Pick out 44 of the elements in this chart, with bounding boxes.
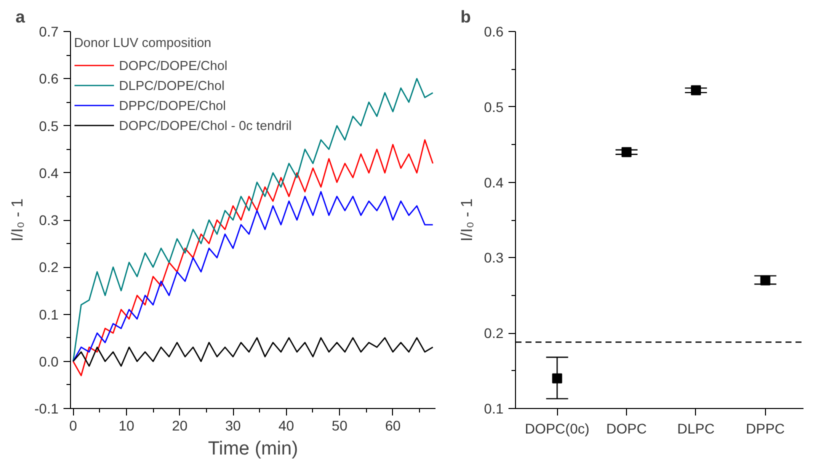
legend-label: DLPC/DOPE/Chol bbox=[119, 78, 224, 92]
y-tick-label: 0.1 bbox=[39, 306, 59, 322]
legend-label: DOPC/DOPE/Chol bbox=[119, 58, 228, 72]
y-tick-label: 0.6 bbox=[484, 24, 504, 40]
x-tick-label: DPPC bbox=[746, 420, 785, 436]
x-tick-label: 10 bbox=[118, 418, 134, 434]
point bbox=[760, 275, 770, 286]
y-tick-label: 0.2 bbox=[484, 325, 504, 342]
y-tick-label: 0.3 bbox=[39, 212, 59, 228]
x-tick-label: 40 bbox=[278, 418, 294, 434]
legend-title: Donor LUV composition bbox=[74, 35, 212, 50]
x-tick-label: 20 bbox=[172, 418, 188, 434]
point bbox=[690, 85, 701, 96]
y-tick-label: -0.1 bbox=[34, 400, 59, 416]
y-tick-label: 0.5 bbox=[484, 98, 504, 115]
legend-label: DOPC/DOPE/Chol - 0c tendril bbox=[119, 118, 292, 132]
chart-title: b bbox=[460, 8, 471, 26]
x-axis-title: Time (min) bbox=[208, 438, 298, 460]
x-tick-label: 50 bbox=[332, 418, 348, 434]
x-tick-label: DOPC bbox=[606, 420, 647, 436]
point bbox=[622, 147, 632, 158]
y-tick-label: 0.5 bbox=[39, 118, 59, 134]
line-series bbox=[72, 78, 434, 362]
x-tick-label: 0 bbox=[69, 418, 78, 434]
y-tick-label: 0.0 bbox=[39, 353, 59, 370]
y-tick-label: 0.7 bbox=[39, 24, 59, 40]
line-series bbox=[72, 337, 434, 367]
y-tick-label: 0.2 bbox=[39, 259, 59, 276]
x-tick-label: DLPC bbox=[677, 420, 715, 436]
x-tick-label: 60 bbox=[385, 418, 401, 434]
x-tick-label: DOPC(0c) bbox=[524, 420, 590, 436]
y-tick-label: 0.3 bbox=[484, 250, 504, 266]
line-series bbox=[72, 139, 434, 376]
y-tick-label: 0.4 bbox=[39, 164, 59, 181]
y-axis-title: I/I₀ - 1 bbox=[9, 198, 26, 242]
y-tick-label: 0.1 bbox=[484, 400, 504, 416]
y-axis-title: I/I₀ - 1 bbox=[459, 198, 476, 242]
point bbox=[552, 373, 562, 384]
line-series bbox=[72, 191, 434, 362]
y-tick-label: 0.4 bbox=[484, 174, 504, 190]
chart-title: a bbox=[16, 8, 26, 26]
y-tick-label: 0.6 bbox=[39, 70, 59, 87]
legend-label: DPPC/DOPE/Chol bbox=[119, 98, 226, 112]
x-tick-label: 30 bbox=[225, 418, 242, 434]
